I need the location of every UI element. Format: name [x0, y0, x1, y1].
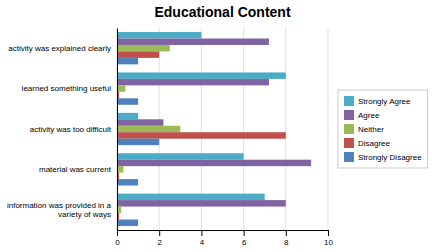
- legend-swatch: [344, 110, 354, 120]
- legend-label: Strongly Disagree: [358, 153, 422, 162]
- value-axis: 0 2 4 6 8 10: [115, 230, 333, 247]
- plot: 0 2 4 6 8 10 information was provided in avari…: [7, 28, 334, 247]
- bar-series: [117, 58, 159, 226]
- grid: [117, 28, 328, 230]
- bar: [117, 160, 311, 166]
- legend-item: Neither: [344, 124, 384, 134]
- grid-line: [117, 28, 118, 230]
- grid-line: [328, 28, 329, 230]
- bar: [117, 51, 159, 57]
- bar: [117, 219, 138, 225]
- bar: [117, 39, 269, 45]
- tick-label: 10: [324, 238, 333, 247]
- bar: [117, 194, 265, 200]
- bar: [117, 179, 138, 185]
- bar: [117, 113, 138, 119]
- tick: 4: [200, 230, 205, 247]
- legend-label: Disagree: [358, 139, 391, 148]
- category-axis: information was provided in avariety of …: [7, 29, 118, 231]
- tick: learned something useful: [22, 84, 112, 93]
- bar: [117, 85, 125, 91]
- legend-item: Agree: [344, 110, 380, 120]
- tick-label-line: material was current: [39, 165, 112, 174]
- tick-label-line: information was provided in a: [7, 201, 112, 210]
- tick: 10: [324, 230, 333, 247]
- tick-label: 0: [115, 238, 120, 247]
- tick-label: activity was too difficult: [30, 125, 112, 134]
- title: Educational Content: [154, 4, 290, 20]
- legend-item: Strongly Disagree: [344, 152, 422, 162]
- tick-label: 2: [157, 238, 162, 247]
- bar: [117, 153, 244, 159]
- tick-label: 8: [284, 238, 289, 247]
- tick-label-line: learned something useful: [22, 84, 112, 93]
- chart: 0 2 4 6 8 10 information was provided in avari…: [0, 0, 432, 252]
- tick-mark: [159, 230, 160, 236]
- legend-swatch: [344, 96, 354, 106]
- tick-label-line: activity was too difficult: [30, 125, 112, 134]
- legend-item: Disagree: [344, 138, 391, 148]
- tick-label: learned something useful: [22, 84, 112, 93]
- tick: material was current: [39, 165, 112, 174]
- bar: [117, 79, 269, 85]
- bars: [117, 32, 311, 226]
- legend-label: Strongly Agree: [358, 97, 411, 106]
- grid-line: [285, 28, 286, 230]
- tick: 6: [242, 230, 247, 247]
- legend-label: Neither: [358, 125, 384, 134]
- bar-series: [117, 45, 180, 213]
- bar-series: [117, 32, 286, 200]
- legend: Strongly Agree Agree Neither Disagree Strong…: [338, 90, 428, 168]
- tick-mark: [328, 230, 329, 236]
- tick-mark: [286, 230, 287, 236]
- bar: [117, 72, 286, 78]
- tick: activity was explained clearly: [8, 44, 111, 53]
- tick-mark: [117, 230, 118, 236]
- tick-label: 6: [242, 238, 247, 247]
- bar-series: [117, 39, 311, 207]
- bar: [117, 126, 180, 132]
- tick-label-line: variety of ways: [58, 210, 111, 219]
- bar-series: [117, 51, 286, 219]
- tick: 2: [157, 230, 162, 247]
- axis-line: [118, 230, 329, 231]
- bar: [117, 132, 286, 138]
- tick-label-line: activity was explained clearly: [8, 44, 111, 53]
- legend-label: Agree: [358, 111, 380, 120]
- axis-line: [117, 29, 118, 231]
- bar: [117, 32, 201, 38]
- legend-frame: [338, 90, 428, 168]
- tick-mark: [244, 230, 245, 236]
- tick-label: information was provided in avariety of …: [7, 201, 112, 220]
- bar: [117, 139, 159, 145]
- tick-label: 4: [200, 238, 205, 247]
- bar: [117, 58, 138, 64]
- tick-label: material was current: [39, 165, 112, 174]
- bar: [117, 119, 163, 125]
- legend-swatch: [344, 124, 354, 134]
- bar: [117, 45, 170, 51]
- bar: [117, 200, 286, 206]
- tick: information was provided in avariety of …: [7, 201, 112, 220]
- tick: 8: [284, 230, 289, 247]
- legend-swatch: [344, 152, 354, 162]
- legend-item: Strongly Agree: [344, 96, 411, 106]
- tick: 0: [115, 230, 120, 247]
- legend-swatch: [344, 138, 354, 148]
- tick-label: activity was explained clearly: [8, 44, 111, 53]
- tick-mark: [201, 230, 202, 236]
- bar: [117, 98, 138, 104]
- tick: activity was too difficult: [30, 125, 112, 134]
